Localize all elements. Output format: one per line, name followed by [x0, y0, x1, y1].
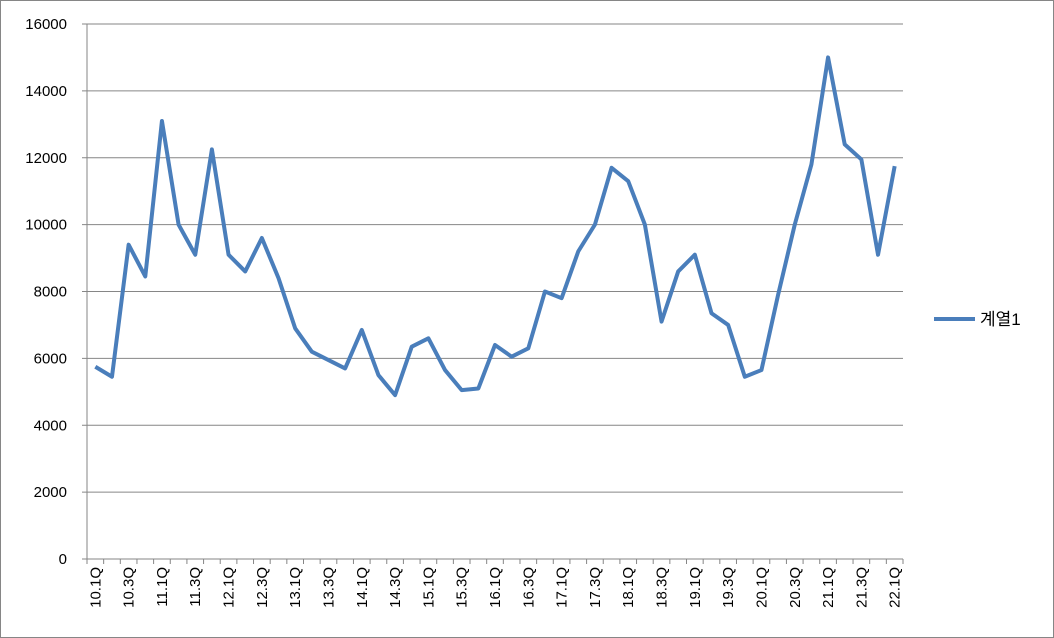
x-tick-label: 18.3Q [654, 567, 671, 608]
x-tick-label: 14.3Q [387, 567, 404, 608]
x-tick-label: 21.1Q [820, 567, 837, 608]
y-tick-label: 8000 [34, 284, 67, 301]
x-tick-label: 17.3Q [587, 567, 604, 608]
x-tick-label: 15.1Q [420, 567, 437, 608]
y-tick-label: 6000 [34, 350, 67, 367]
x-tick-label: 12.3Q [254, 567, 271, 608]
x-tick-label: 21.3Q [853, 567, 870, 608]
x-tick-label: 14.1Q [354, 567, 371, 608]
x-tick-label: 19.1Q [687, 567, 704, 608]
x-tick-label: 10.3Q [121, 567, 138, 608]
x-tick-label: 19.3Q [720, 567, 737, 608]
x-tick-label: 16.1Q [487, 567, 504, 608]
y-tick-label: 10000 [25, 217, 67, 234]
y-tick-label: 2000 [34, 484, 67, 501]
y-tick-label: 4000 [34, 417, 67, 434]
y-tick-label: 12000 [25, 150, 67, 167]
legend-label: 계열1 [980, 310, 1021, 329]
x-tick-label: 11.3Q [187, 567, 204, 607]
x-tick-label: 17.1Q [554, 567, 571, 608]
x-tick-label: 12.1Q [221, 567, 238, 608]
y-tick-label: 16000 [25, 16, 67, 33]
x-tick-label: 13.3Q [320, 567, 337, 608]
y-tick-label: 14000 [25, 83, 67, 100]
x-tick-label: 20.3Q [787, 567, 804, 608]
y-tick-label: 0 [59, 551, 67, 568]
x-tick-label: 18.1Q [620, 567, 637, 608]
x-tick-label: 22.1Q [887, 567, 904, 608]
x-tick-label: 20.1Q [753, 567, 770, 608]
x-tick-label: 11.1Q [154, 567, 171, 607]
x-tick-label: 15.3Q [454, 567, 471, 608]
x-tick-label: 16.3Q [520, 567, 537, 608]
series-line [94, 55, 897, 398]
x-tick-label: 10.1Q [87, 567, 104, 608]
x-tick-label: 13.1Q [287, 567, 304, 608]
